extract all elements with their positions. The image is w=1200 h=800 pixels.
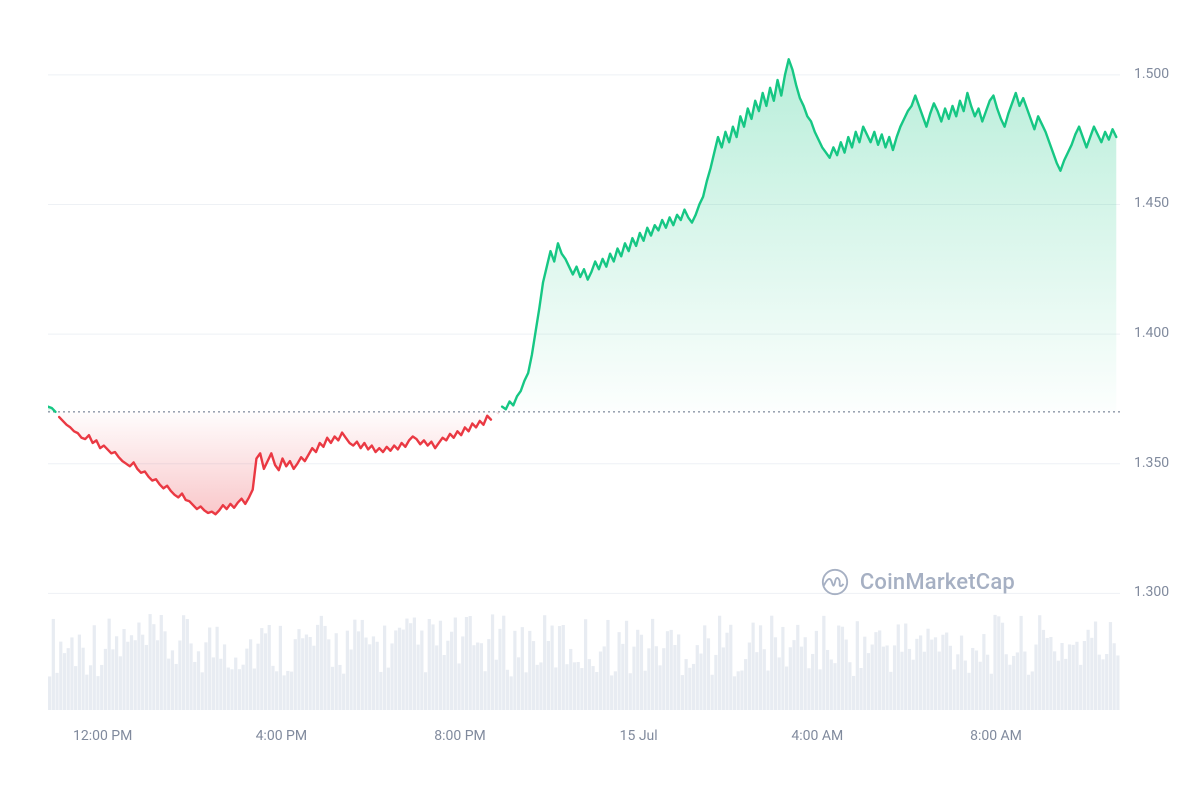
x-axis-tick-label: 8:00 PM bbox=[415, 728, 505, 744]
y-axis-tick-label: 1.450 bbox=[1134, 195, 1169, 211]
y-axis-tick-label: 1.350 bbox=[1134, 455, 1169, 471]
x-axis-tick-label: 12:00 PM bbox=[58, 728, 148, 744]
y-axis-tick-label: 1.400 bbox=[1134, 325, 1169, 341]
watermark: CoinMarketCap bbox=[820, 567, 1015, 597]
volume-bars bbox=[48, 614, 1120, 710]
x-axis-tick-label: 8:00 AM bbox=[951, 728, 1041, 744]
x-axis-tick-label: 15 Jul bbox=[594, 728, 684, 744]
y-axis-tick-label: 1.500 bbox=[1134, 66, 1169, 82]
x-axis-tick-label: 4:00 PM bbox=[236, 728, 326, 744]
chart-plot-area[interactable] bbox=[48, 10, 1120, 710]
coinmarketcap-logo-icon bbox=[820, 567, 850, 597]
price-chart[interactable]: CoinMarketCap 1.300 1.350 1.400 1.450 1.500 1… bbox=[0, 0, 1200, 800]
watermark-text: CoinMarketCap bbox=[860, 570, 1015, 595]
y-axis-tick-label: 1.300 bbox=[1134, 584, 1169, 600]
x-axis-tick-label: 4:00 AM bbox=[772, 728, 862, 744]
